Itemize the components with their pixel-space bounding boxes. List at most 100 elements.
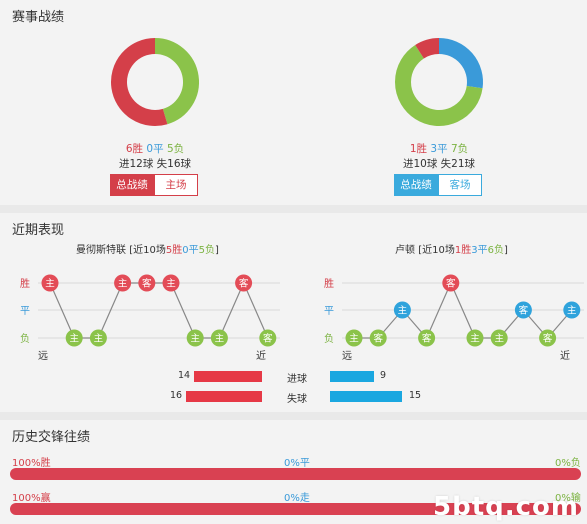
home-goals-against-value: 16	[170, 390, 183, 401]
svg-text:客: 客	[519, 305, 529, 317]
away-goals-line: 进10球 失21球	[402, 158, 476, 170]
svg-text:主: 主	[166, 278, 176, 290]
goals-against-label: 失球	[287, 394, 307, 405]
home-record-donut	[111, 38, 199, 126]
away-goals-against-value: 15	[409, 390, 422, 401]
away-form-axis-win-label: 胜	[324, 278, 334, 290]
home-form-axis-loss-label: 负	[20, 332, 30, 345]
h2h-draw-pct: 0%平	[284, 458, 310, 469]
home-goals-for-value: 14	[178, 370, 191, 381]
h2h-loss-pct: 0%负	[555, 458, 581, 469]
away-away-button[interactable]: 客场	[438, 174, 482, 196]
away-form-point: 主	[466, 329, 484, 347]
away-total-record-button[interactable]: 总战绩	[394, 174, 438, 196]
recent-form-title: 近期表现	[12, 223, 65, 238]
home-form-point: 主	[186, 329, 204, 347]
home-summary-draw: 0平	[182, 245, 199, 256]
h2h-handicap-push-pct: 0%走	[284, 493, 310, 504]
home-win-count: 6胜	[125, 143, 144, 155]
home-form-point: 客	[259, 329, 277, 347]
away-summary-win: 1胜	[454, 245, 472, 256]
home-form-point: 主	[210, 329, 228, 347]
head-to-head-section: 历史交锋往绩 100%胜 0%平 0%负 100%赢 0%走 0%输	[0, 420, 587, 524]
home-form-point: 客	[138, 274, 156, 292]
home-draw-count: 0平	[146, 143, 164, 155]
away-form-chart: 胜平负主客主客客主 主客客主远近	[324, 274, 584, 362]
away-form-point: 客	[442, 274, 460, 292]
away-donut-loss-slice	[395, 44, 483, 126]
home-total-record-button[interactable]: 总战绩	[110, 174, 154, 196]
h2h-handicap-bar	[10, 503, 581, 515]
home-goals-against-bar	[186, 391, 262, 402]
away-form-heading: 卢顿 [近10场1胜3平6负]	[395, 241, 508, 256]
home-team-name: 曼彻斯特联	[76, 245, 126, 256]
away-goals-for-value: 9	[380, 370, 387, 381]
recent-form-section: 近期表现 曼彻斯特联 [近10场5胜0平5负] 卢顿 [近10场1胜3平6负] …	[0, 213, 587, 412]
home-filter-buttons: 总战绩 主场	[110, 174, 198, 196]
record-section-title: 赛事战绩	[12, 10, 65, 25]
away-form-axis-draw-label: 平	[324, 306, 334, 317]
home-summary-suffix: ]	[214, 245, 219, 256]
home-summary-prefix: [近10场	[129, 245, 166, 256]
home-summary-win: 5胜	[165, 245, 183, 256]
svg-text:客: 客	[263, 333, 273, 345]
home-form-axis-win-label: 胜	[20, 278, 30, 290]
home-record-line: 6胜 0平 5负	[75, 141, 235, 156]
away-form-near-label: 近	[560, 349, 570, 362]
away-summary-loss: 6负	[487, 245, 504, 256]
home-form-chart: 胜平负主主 主主客主主 主客客远近	[20, 274, 280, 362]
away-goals-for-bar	[330, 371, 374, 382]
away-donut-win-slice	[415, 38, 440, 59]
away-summary-draw: 3平	[471, 245, 488, 256]
svg-text:客: 客	[142, 278, 152, 290]
home-donut-win-slice	[111, 38, 168, 126]
away-summary-prefix: [近10场	[418, 245, 455, 256]
home-form-near-label: 近	[256, 349, 266, 362]
home-form-point: 主	[162, 274, 180, 292]
away-form-point: 主	[393, 301, 411, 319]
h2h-handicap-win-pct: 100%赢	[12, 493, 51, 504]
home-summary-loss: 5负	[198, 245, 215, 256]
site-watermark: 5btq.com	[433, 492, 579, 522]
svg-text:主: 主	[94, 333, 104, 345]
svg-text:主: 主	[69, 333, 79, 345]
home-form-point: 主	[65, 329, 83, 347]
goals-for-label: 进球	[287, 374, 307, 385]
home-home-button[interactable]: 主场	[154, 174, 198, 196]
away-form-point: 主	[490, 329, 508, 347]
home-donut-loss-slice	[154, 38, 199, 125]
svg-text:主: 主	[118, 278, 128, 290]
svg-text:客: 客	[239, 278, 249, 290]
head-to-head-title: 历史交锋往绩	[12, 430, 91, 445]
svg-text:客: 客	[543, 333, 553, 345]
away-team-name: 卢顿	[395, 245, 415, 256]
home-form-point: 主	[41, 274, 59, 292]
home-form-point: 主	[114, 274, 132, 292]
away-record-line: 1胜 3平 7负	[359, 141, 519, 156]
away-summary-suffix: ]	[503, 245, 508, 256]
svg-text:主: 主	[494, 333, 504, 345]
home-form-point: 客	[235, 274, 253, 292]
svg-text:主: 主	[398, 305, 408, 317]
away-goals-against-bar	[330, 391, 402, 402]
away-win-count: 1胜	[409, 143, 428, 155]
svg-text:主: 主	[349, 333, 359, 345]
h2h-result-bar	[10, 468, 581, 480]
svg-text:主: 主	[190, 333, 200, 345]
away-form-point: 客	[514, 301, 532, 319]
svg-text:客: 客	[422, 333, 432, 345]
away-form-point: 客	[369, 329, 387, 347]
svg-text:客: 客	[446, 278, 456, 290]
away-form-point: 客	[418, 329, 436, 347]
home-goals-for-bar	[194, 371, 262, 382]
home-form-axis-draw-label: 平	[20, 306, 30, 317]
away-form-far-label: 远	[342, 350, 352, 362]
away-form-point: 主	[345, 329, 363, 347]
svg-text:主: 主	[567, 305, 577, 317]
home-form-line	[49, 281, 269, 339]
record-section: 赛事战绩 6胜 0平 5负 进12球 失16球 总战绩 主场 1胜 3平 7负 …	[0, 0, 587, 205]
svg-text:主: 主	[45, 278, 55, 290]
h2h-handicap-loss-pct: 0%输	[555, 493, 581, 504]
away-loss-count: 7负	[450, 143, 469, 155]
home-goals-line: 进12球 失16球	[118, 158, 192, 170]
